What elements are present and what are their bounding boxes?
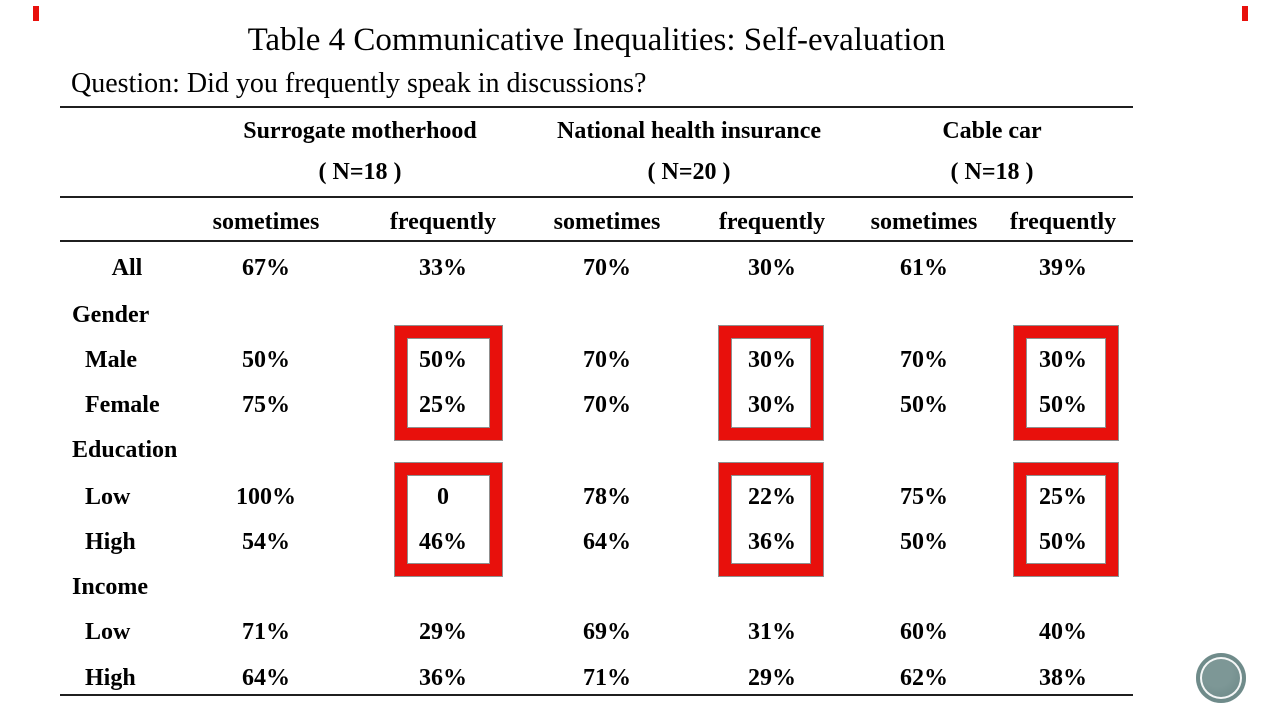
table-cell: 69% <box>583 619 631 645</box>
section-label-education: Education <box>72 437 178 463</box>
row-label-male: Male <box>85 347 137 373</box>
row-label-education-high: High <box>85 529 136 555</box>
table-cell: 30% <box>748 392 796 418</box>
table-cell: 38% <box>1039 665 1087 691</box>
table-cell: 33% <box>419 255 467 281</box>
table-cell: 30% <box>748 255 796 281</box>
highlight-box-gender-insurance <box>718 325 824 441</box>
table-cell: 70% <box>900 347 948 373</box>
table-cell: 61% <box>900 255 948 281</box>
table-cell: 50% <box>900 529 948 555</box>
question-text: Question: Did you frequently speak in di… <box>71 68 647 99</box>
table-cell: 36% <box>419 665 467 691</box>
horizontal-rule-under-groups <box>60 196 1133 198</box>
table-cell: 100% <box>236 484 296 510</box>
highlight-box-education-cablecar <box>1013 462 1119 577</box>
table-cell: 70% <box>583 347 631 373</box>
table-cell: 54% <box>242 529 290 555</box>
table-cell: 50% <box>900 392 948 418</box>
table-cell: 71% <box>242 619 290 645</box>
table-cell: 22% <box>748 484 796 510</box>
table-cell: 70% <box>583 392 631 418</box>
table-cell: 64% <box>242 665 290 691</box>
row-label-education-low: Low <box>85 484 131 510</box>
slide-title: Table 4 Communicative Inequalities: Self… <box>247 22 946 58</box>
table-cell: 71% <box>583 665 631 691</box>
red-accent-bar-left <box>33 6 39 21</box>
column-header-sometimes: sometimes <box>553 209 661 235</box>
table-cell: 25% <box>419 392 467 418</box>
horizontal-rule-under-subheaders <box>60 240 1133 242</box>
table-cell: 30% <box>1039 347 1087 373</box>
table-cell: 25% <box>1039 484 1087 510</box>
table-cell: 50% <box>242 347 290 373</box>
row-label-income-low: Low <box>85 619 131 645</box>
table-cell: 60% <box>900 619 948 645</box>
table-cell: 50% <box>419 347 467 373</box>
table-cell: 75% <box>242 392 290 418</box>
red-accent-bar-right <box>1242 6 1248 21</box>
table-cell: 78% <box>583 484 631 510</box>
highlight-box-education-insurance <box>718 462 824 577</box>
group-n-national-health-insurance: ( N=20 ) <box>647 159 731 185</box>
table-cell: 39% <box>1039 255 1087 281</box>
table-cell: 50% <box>1039 392 1087 418</box>
row-label-income-high: High <box>85 665 136 691</box>
group-header-cable-car: Cable car <box>942 118 1042 144</box>
table-cell: 62% <box>900 665 948 691</box>
table-cell: 30% <box>748 347 796 373</box>
group-n-surrogate-motherhood: ( N=18 ) <box>318 159 402 185</box>
column-header-frequently: frequently <box>1009 209 1117 235</box>
column-header-sometimes: sometimes <box>870 209 978 235</box>
group-header-national-health-insurance: National health insurance <box>556 118 822 144</box>
table-cell: 31% <box>748 619 796 645</box>
table-cell: 29% <box>748 665 796 691</box>
table-cell: 70% <box>583 255 631 281</box>
group-header-surrogate-motherhood: Surrogate motherhood <box>243 118 477 144</box>
row-label-all: All <box>111 255 143 281</box>
highlight-box-gender-surrogate <box>394 325 503 441</box>
group-n-cable-car: ( N=18 ) <box>950 159 1034 185</box>
highlight-box-gender-cablecar <box>1013 325 1119 441</box>
table-cell: 46% <box>419 529 467 555</box>
horizontal-rule-bottom <box>60 694 1133 696</box>
table-cell: 64% <box>583 529 631 555</box>
horizontal-rule-top <box>60 106 1133 108</box>
section-label-gender: Gender <box>72 302 150 328</box>
table-cell: 67% <box>242 255 290 281</box>
column-header-frequently: frequently <box>389 209 497 235</box>
table-cell: 50% <box>1039 529 1087 555</box>
column-header-frequently: frequently <box>718 209 826 235</box>
row-label-female: Female <box>85 392 160 418</box>
table-cell: 0 <box>437 484 449 510</box>
column-header-sometimes: sometimes <box>212 209 320 235</box>
table-cell: 75% <box>900 484 948 510</box>
section-label-income: Income <box>72 574 148 600</box>
table-cell: 40% <box>1039 619 1087 645</box>
circular-logo-stamp <box>1196 653 1246 703</box>
table-cell: 29% <box>419 619 467 645</box>
highlight-box-education-surrogate <box>394 462 503 577</box>
table-cell: 36% <box>748 529 796 555</box>
